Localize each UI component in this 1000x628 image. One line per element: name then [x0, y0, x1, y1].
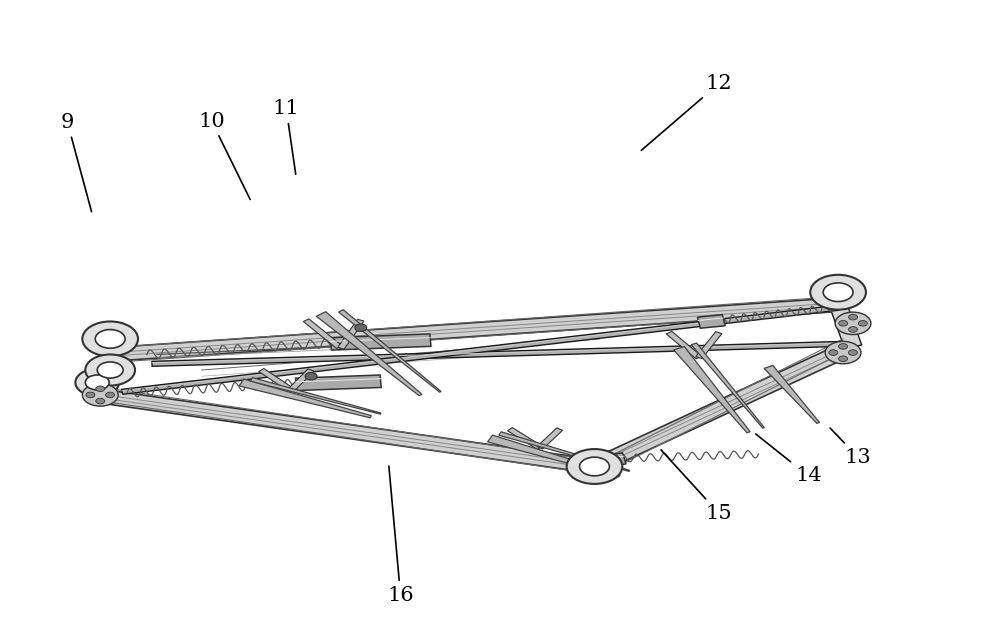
Polygon shape [109, 298, 839, 361]
Polygon shape [121, 305, 839, 394]
Polygon shape [537, 428, 563, 449]
Text: 15: 15 [661, 450, 732, 522]
Polygon shape [696, 332, 722, 359]
Circle shape [95, 330, 125, 349]
Circle shape [82, 322, 138, 356]
Circle shape [835, 312, 871, 335]
Polygon shape [588, 341, 860, 472]
Polygon shape [330, 334, 431, 350]
Circle shape [829, 350, 838, 355]
Circle shape [839, 356, 848, 362]
Polygon shape [339, 310, 441, 392]
Text: 16: 16 [387, 466, 414, 605]
Circle shape [823, 283, 853, 301]
Polygon shape [507, 428, 542, 450]
Circle shape [849, 315, 858, 320]
Polygon shape [288, 369, 314, 391]
Polygon shape [296, 375, 381, 391]
Polygon shape [674, 347, 750, 433]
Polygon shape [691, 343, 764, 428]
Circle shape [96, 386, 105, 391]
Circle shape [848, 350, 857, 355]
Circle shape [96, 398, 105, 404]
Circle shape [849, 327, 858, 332]
Circle shape [858, 320, 867, 326]
Polygon shape [593, 453, 626, 468]
Polygon shape [303, 319, 344, 350]
Circle shape [355, 324, 367, 332]
Circle shape [580, 457, 609, 476]
Circle shape [567, 449, 622, 484]
Polygon shape [239, 379, 371, 418]
Text: 12: 12 [641, 74, 732, 150]
Polygon shape [259, 369, 294, 391]
Polygon shape [84, 353, 119, 396]
Text: 14: 14 [756, 434, 822, 485]
Polygon shape [499, 432, 630, 472]
Circle shape [839, 344, 848, 349]
Polygon shape [90, 388, 597, 473]
Circle shape [97, 362, 123, 378]
Polygon shape [829, 303, 862, 347]
Circle shape [82, 384, 118, 406]
Circle shape [839, 320, 848, 326]
Polygon shape [338, 320, 364, 349]
Circle shape [810, 275, 866, 310]
Text: 10: 10 [198, 112, 250, 200]
Polygon shape [250, 377, 381, 414]
Polygon shape [697, 315, 725, 328]
Circle shape [825, 342, 861, 364]
Polygon shape [152, 342, 843, 366]
Circle shape [305, 372, 317, 380]
Circle shape [85, 375, 109, 390]
Circle shape [75, 369, 119, 396]
Circle shape [106, 392, 115, 398]
Polygon shape [764, 365, 820, 423]
Text: 13: 13 [830, 428, 871, 467]
Text: 11: 11 [273, 99, 300, 175]
Polygon shape [666, 332, 702, 359]
Polygon shape [488, 435, 620, 477]
Polygon shape [316, 311, 422, 396]
Circle shape [86, 392, 95, 398]
Text: 9: 9 [61, 113, 92, 212]
Circle shape [85, 354, 135, 386]
